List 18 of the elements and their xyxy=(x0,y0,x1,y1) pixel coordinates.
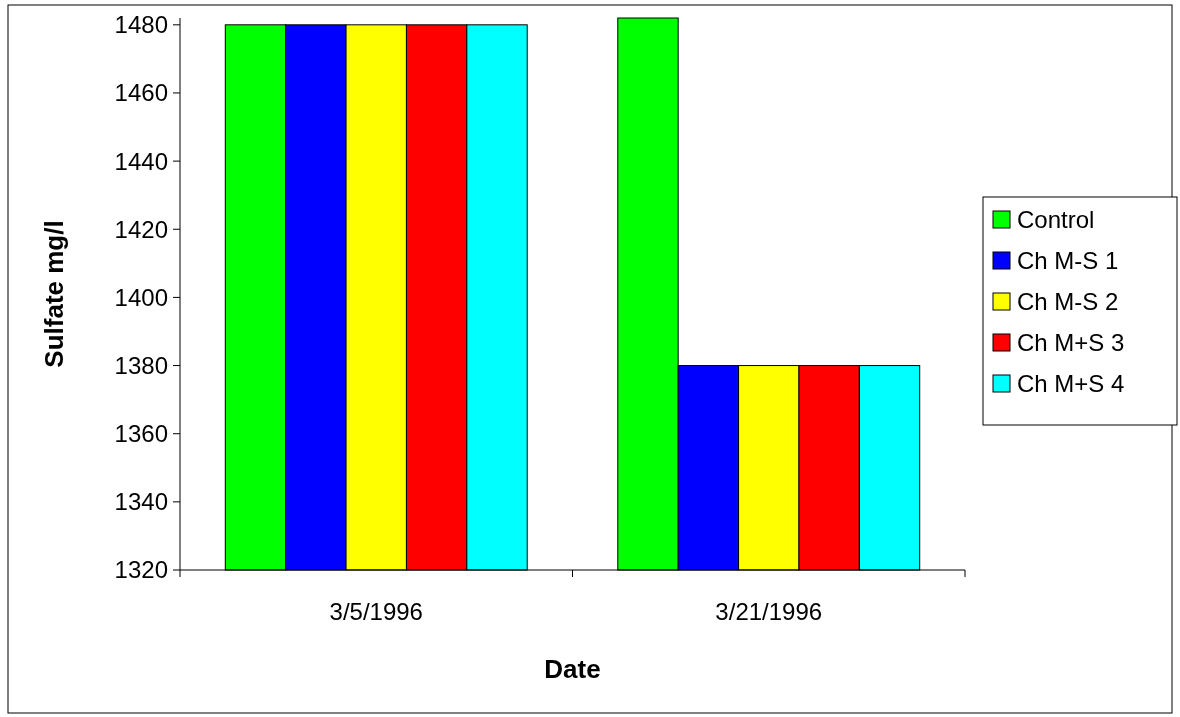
legend-label: Ch M-S 1 xyxy=(1017,247,1119,275)
legend-label: Control xyxy=(1017,206,1095,234)
y-tick-label: 1340 xyxy=(114,488,168,516)
x-tick-label: 3/21/1996 xyxy=(715,598,823,625)
legend-label: Ch M+S 3 xyxy=(1017,329,1125,357)
x-axis-title: Date xyxy=(544,654,601,684)
x-tick-label: 3/5/1996 xyxy=(329,598,423,625)
y-tick-label: 1460 xyxy=(114,79,168,107)
legend-label: Ch M-S 2 xyxy=(1017,288,1119,316)
y-tick-label: 1400 xyxy=(114,283,168,311)
y-tick-label: 1380 xyxy=(114,351,168,379)
y-tick-label: 1320 xyxy=(114,556,168,584)
y-tick-label: 1360 xyxy=(114,420,168,448)
y-tick-label: 1420 xyxy=(114,215,168,243)
y-tick-label: 1480 xyxy=(114,11,168,39)
y-tick-label: 1440 xyxy=(114,147,168,175)
legend-label: Ch M+S 4 xyxy=(1017,370,1125,398)
y-axis-title: Sulfate mg/l xyxy=(39,220,69,368)
